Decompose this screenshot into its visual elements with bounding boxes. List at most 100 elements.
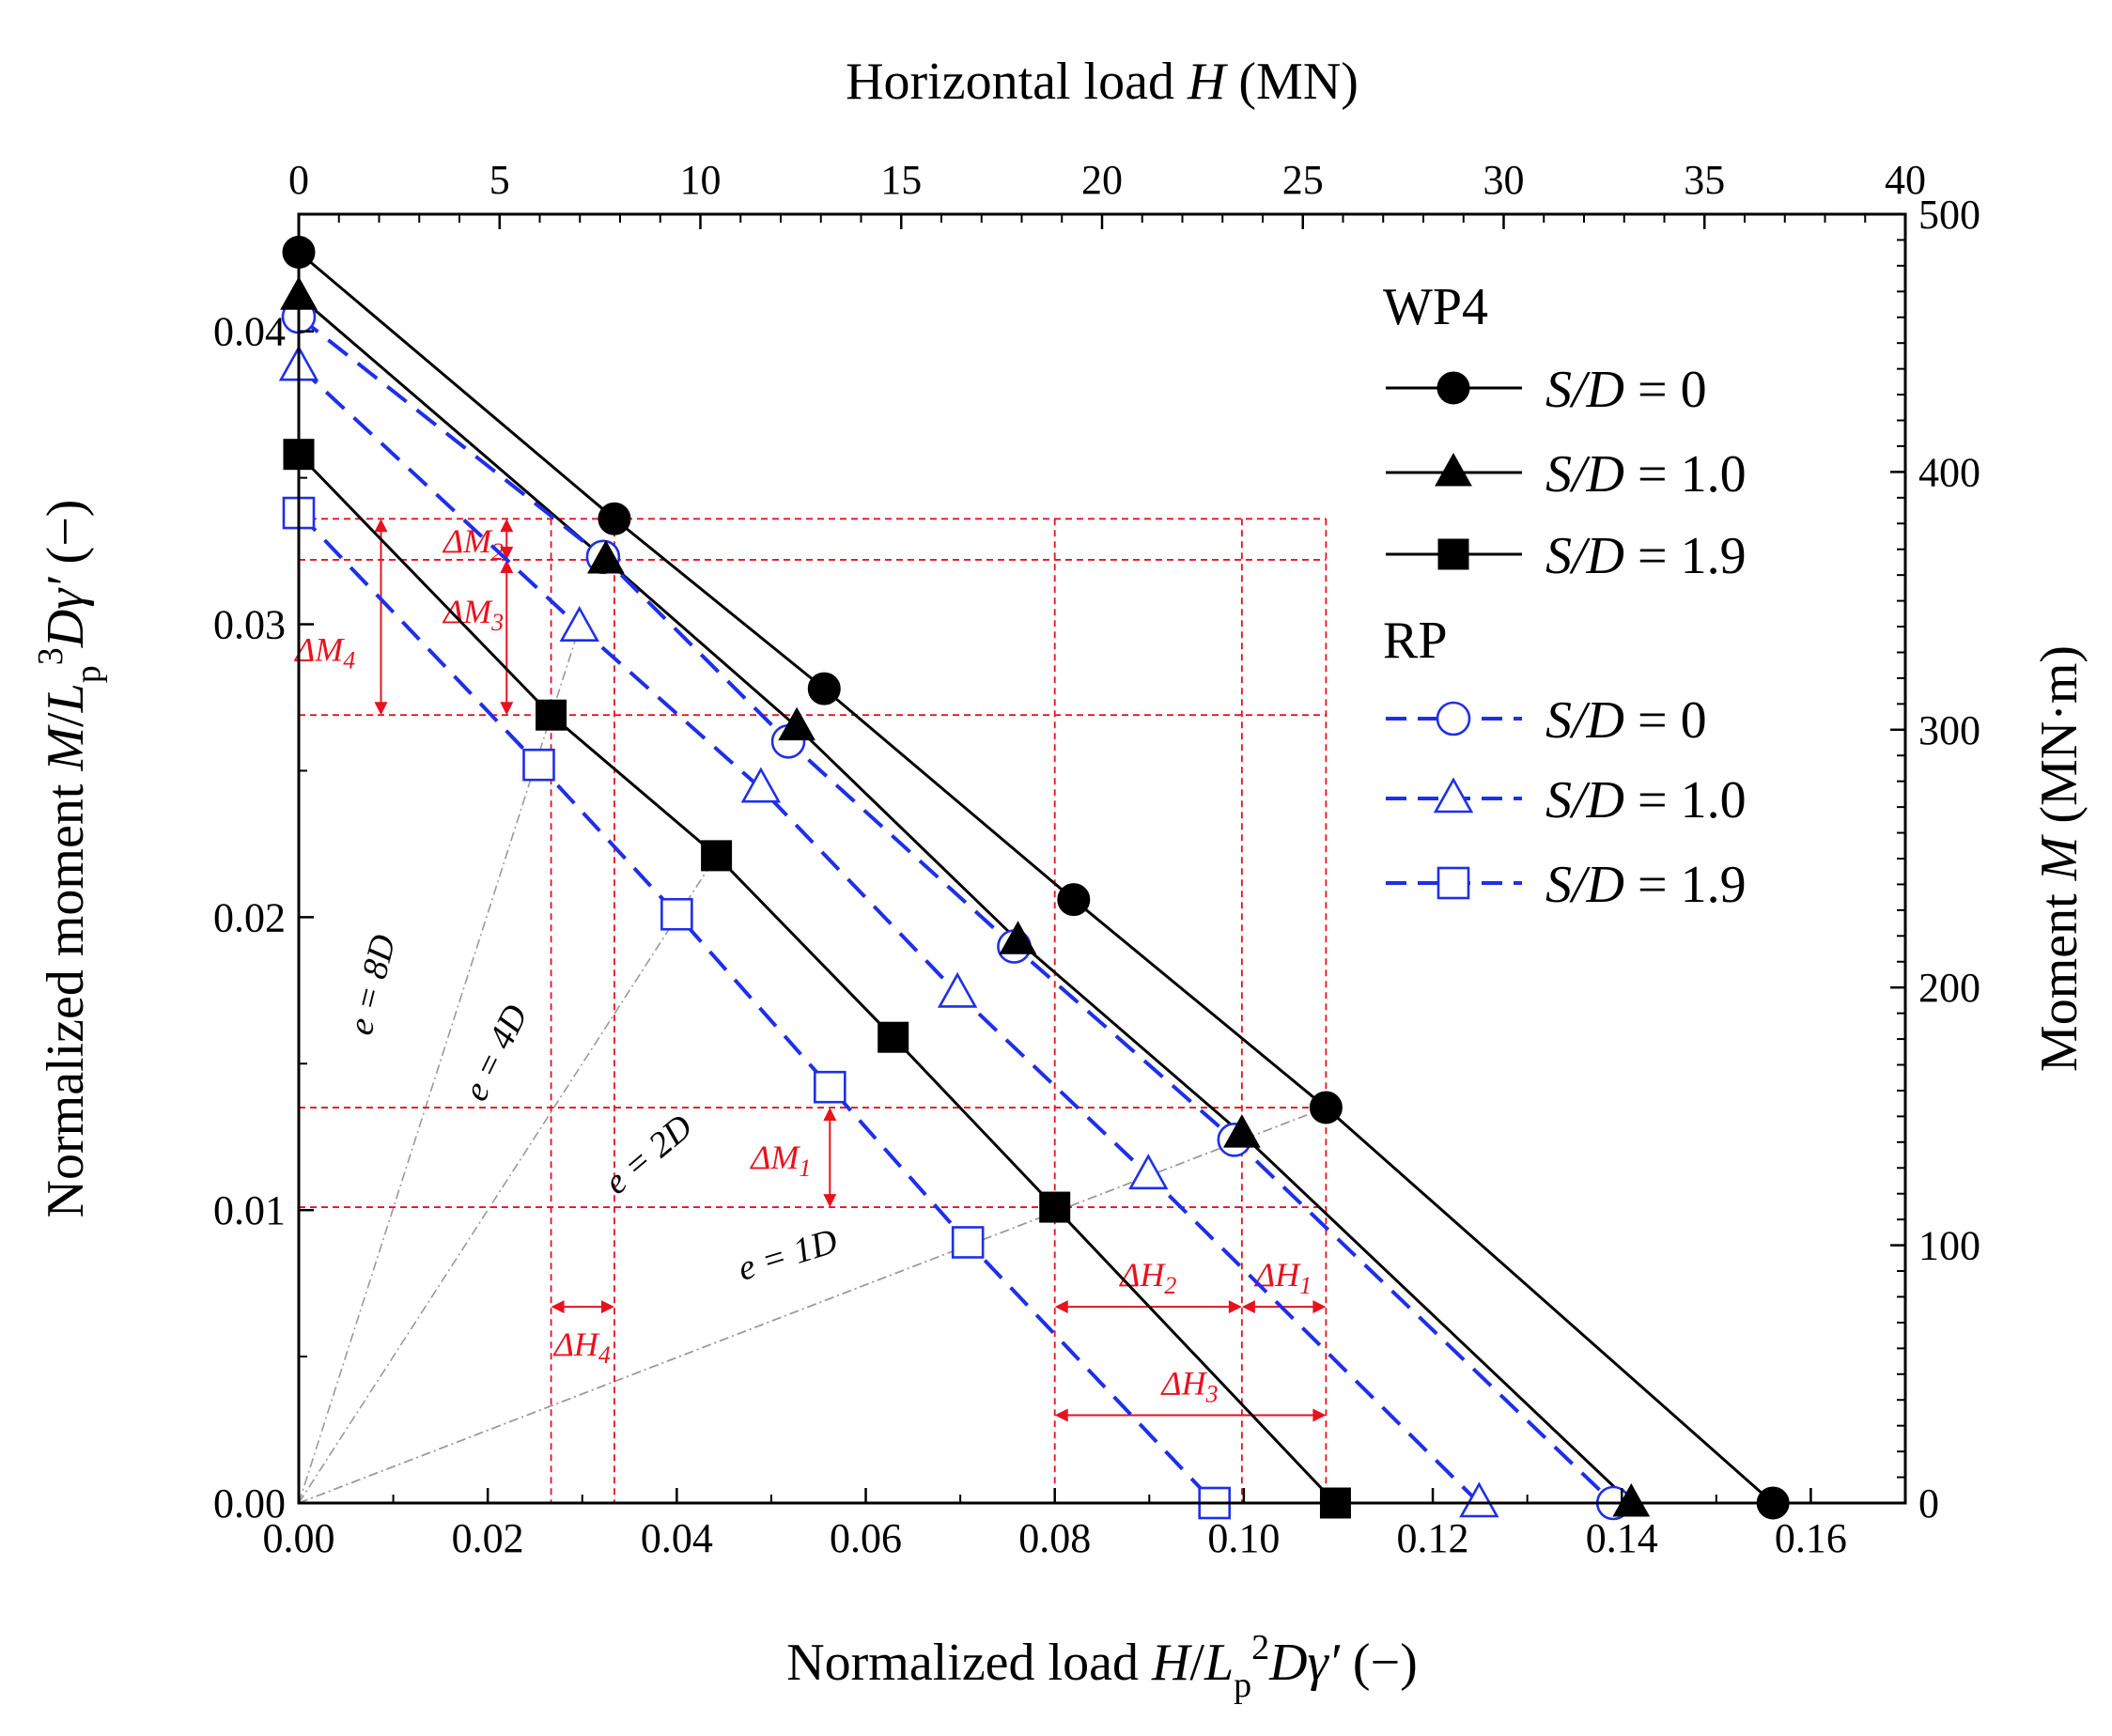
- legend-marker: [1435, 452, 1472, 487]
- y2-tick-label: 200: [1918, 965, 1980, 1011]
- legend-group-title-rp: RP: [1383, 612, 1448, 670]
- x-tick-label: 0.08: [1018, 1515, 1091, 1561]
- delta-m-arrowhead: [823, 1194, 837, 1208]
- delta-m1-label: ΔM1: [749, 1139, 811, 1182]
- delta-h-arrowhead: [600, 1300, 614, 1314]
- x2-tick-label: 15: [880, 157, 922, 203]
- eccentricity-line: [298, 1107, 1327, 1504]
- data-point: [999, 921, 1037, 954]
- legend-marker: [1437, 538, 1469, 570]
- delta-m-arrowhead: [500, 519, 514, 533]
- delta-h4-label: ΔH4: [552, 1325, 611, 1369]
- y-tick-label: 0.04: [213, 309, 286, 355]
- x-tick-label: 0.14: [1586, 1515, 1658, 1561]
- data-point: [1223, 1114, 1261, 1148]
- series-line: [297, 453, 1337, 1505]
- x2-tick-label: 5: [489, 157, 510, 203]
- series-line: [297, 315, 1615, 1505]
- data-point: [1039, 1191, 1071, 1223]
- x2-tick-label: 0: [288, 157, 309, 203]
- data-point: [701, 840, 733, 872]
- legend: WP4 RP S/D = 0S/D = 1.0S/D = 1.9S/D = 0S…: [1383, 278, 1747, 914]
- x-tick-label: 0.06: [830, 1515, 902, 1561]
- data-point: [951, 1226, 985, 1259]
- y-tick-label: 0.02: [213, 894, 286, 940]
- y2-tick-label: 0: [1918, 1480, 1939, 1527]
- x2-tick-label: 10: [680, 157, 722, 203]
- y2-axis-title: Moment M (MN·m): [2030, 645, 2089, 1072]
- delta-m-arrowhead: [500, 702, 514, 716]
- y2-tick-label: 100: [1918, 1223, 1980, 1269]
- y-axis-title: Normalized moment M/Lp3Dγ′ (−): [31, 500, 108, 1218]
- data-point: [522, 748, 555, 782]
- delta-h-arrowhead: [551, 1300, 565, 1314]
- y-tick-label: 0.03: [213, 602, 286, 648]
- data-point: [536, 699, 567, 731]
- series-line: [297, 364, 1481, 1505]
- data-point: [660, 897, 693, 931]
- legend-label: S/D = 1.9: [1545, 856, 1747, 914]
- legend-label: S/D = 0: [1545, 361, 1707, 419]
- y2-tick-label: 300: [1918, 707, 1980, 753]
- data-point: [1309, 1091, 1343, 1124]
- legend-label: S/D = 1.0: [1545, 771, 1747, 829]
- eccentricity-line: [298, 855, 718, 1504]
- delta-h-arrowhead: [1312, 1408, 1327, 1422]
- legend-label: S/D = 1.9: [1545, 527, 1747, 585]
- data-point: [740, 767, 782, 803]
- x2-tick-label: 20: [1081, 157, 1123, 203]
- y2-tick-label: 500: [1918, 192, 1980, 238]
- legend-label: S/D = 0: [1545, 691, 1707, 750]
- delta-h-arrowhead: [1312, 1300, 1327, 1314]
- data-point: [877, 1021, 909, 1053]
- data-point: [559, 605, 599, 642]
- legend-entries: S/D = 0 S/D = 1.0 S/D = 1.9 S/D = 0 S/D = 1.…: [1386, 361, 1747, 914]
- delta-h2-label: ΔH2: [1118, 1256, 1176, 1299]
- x-tick-label: 0.12: [1397, 1515, 1469, 1561]
- legend-marker: [1436, 371, 1470, 405]
- data-point: [598, 502, 631, 535]
- x-axis-title: Normalized load H/Lp2Dγ′ (−): [786, 1628, 1418, 1705]
- delta-h-arrowhead: [1228, 1300, 1242, 1314]
- delta-m-arrowhead: [500, 546, 514, 560]
- data-point: [1128, 1154, 1169, 1190]
- data-point: [778, 706, 815, 741]
- legend-marker: [1436, 701, 1471, 736]
- delta-h3-label: ΔH3: [1159, 1364, 1218, 1407]
- x2-tick-label: 40: [1885, 157, 1926, 203]
- legend-group-title-wp4: WP4: [1383, 278, 1488, 336]
- delta-m4-label: ΔM4: [293, 630, 355, 674]
- x-tick-label: 0.00: [263, 1515, 335, 1561]
- data-point: [587, 539, 625, 574]
- legend-marker: [1436, 866, 1470, 900]
- legend-marker: [1433, 777, 1474, 814]
- data-point: [1459, 1481, 1499, 1518]
- delta-m-arrowhead: [374, 519, 388, 533]
- x2-tick-label: 25: [1282, 157, 1324, 203]
- x2-tick-label: 35: [1684, 157, 1725, 203]
- data-point: [807, 672, 841, 705]
- series-line: [298, 295, 1633, 1505]
- x-tick-label: 0.16: [1775, 1515, 1847, 1561]
- delta-h-arrowhead: [1054, 1300, 1068, 1314]
- series-line: [298, 251, 1775, 1505]
- x2-axis-title: Horizontal load H (MN): [846, 53, 1359, 111]
- delta-h-arrowhead: [1241, 1300, 1255, 1314]
- legend-label: S/D = 1.0: [1545, 445, 1747, 504]
- x-tick-label: 0.04: [641, 1515, 713, 1561]
- y-tick-label: 0.00: [213, 1480, 286, 1527]
- y2-tick-label: 400: [1918, 449, 1980, 495]
- data-point: [937, 971, 978, 1008]
- x-tick-label: 0.02: [452, 1515, 524, 1561]
- delta-h-arrowhead: [1054, 1408, 1068, 1422]
- data-point: [814, 1070, 846, 1104]
- delta-m-arrowhead: [823, 1108, 837, 1122]
- data-point: [1057, 883, 1091, 917]
- x2-tick-label: 30: [1483, 157, 1525, 203]
- y-tick-label: 0.01: [213, 1187, 286, 1233]
- delta-m-arrowhead: [374, 702, 388, 716]
- plot-area: [299, 214, 1905, 1503]
- x-tick-label: 0.10: [1207, 1515, 1280, 1561]
- delta-m-arrowhead: [500, 559, 514, 573]
